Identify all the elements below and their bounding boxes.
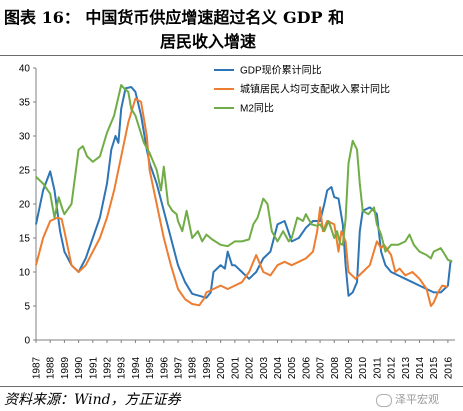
- x-tick-label: 1992: [103, 356, 114, 379]
- title-line-1: 图表 16： 中国货币供应增速超过名义 GDP 和: [4, 8, 345, 27]
- x-tick-label: 1987: [32, 356, 43, 379]
- x-tick-label: 2007: [316, 356, 327, 379]
- x-tick-label: 2000: [216, 356, 227, 379]
- x-tick-label: 2013: [401, 356, 412, 379]
- x-tick-label: 1994: [131, 356, 142, 379]
- x-tick-label: 2016: [443, 356, 454, 379]
- y-tick-label: 10: [19, 268, 31, 279]
- x-tick-label: 1999: [202, 356, 213, 379]
- watermark-label: 泽平宏观: [395, 393, 439, 406]
- x-tick-label: 1995: [145, 356, 156, 379]
- chart-title: 图表 16： 中国货币供应增速超过名义 GDP 和 居民收入增速: [0, 0, 463, 52]
- y-tick-label: 20: [19, 200, 31, 211]
- x-tick-label: 2011: [372, 357, 383, 379]
- x-tick-label: 2001: [230, 356, 241, 379]
- x-tick-label: 1997: [174, 356, 185, 379]
- series-line-3: [35, 84, 453, 263]
- x-tick-label: 2002: [245, 356, 256, 379]
- x-tick-label: 1989: [60, 356, 71, 379]
- x-tick-label: 1996: [159, 356, 170, 379]
- x-tick-label: 2004: [273, 356, 284, 379]
- y-tick-label: 40: [19, 64, 31, 75]
- legend-label-2: 城镇居民人均可支配收入累计同比: [240, 83, 390, 96]
- x-tick-label: 1993: [117, 356, 128, 379]
- x-tick-label: 1991: [88, 356, 99, 379]
- wechat-icon: [376, 393, 392, 407]
- axes: 0 5 10 15 20 25 30 35 40 1987 1988 1989 1990 1991 1992…: [19, 64, 455, 379]
- x-tick-label: 2005: [287, 356, 298, 379]
- top-divider: [0, 55, 463, 56]
- x-tick-label: 2012: [387, 356, 398, 379]
- title-line-2: 居民收入增速: [160, 32, 257, 51]
- x-tick-label: 1990: [74, 356, 85, 379]
- y-tick-label: 15: [19, 234, 31, 245]
- y-tick-label: 30: [19, 132, 31, 143]
- line-chart: 0 5 10 15 20 25 30 35 40 1987 1988 1989 1990 1991 1992…: [19, 64, 455, 379]
- x-tick-label: 2015: [429, 356, 440, 379]
- x-tick-label: 2006: [301, 356, 312, 379]
- bottom-divider: [0, 386, 463, 387]
- x-tick-label: 2009: [344, 356, 355, 379]
- legend-label-3: M2同比: [240, 103, 274, 115]
- series-lines: [35, 84, 453, 307]
- x-tick-label: 1998: [188, 356, 199, 379]
- y-tick-label: 5: [24, 302, 30, 313]
- y-tick-label: 35: [19, 98, 31, 109]
- watermark: 泽平宏观: [376, 391, 439, 407]
- source-note: 资料来源：Wind，方正证券: [4, 392, 181, 408]
- x-tick-label: 2014: [415, 356, 426, 379]
- x-tick-label: 2008: [330, 356, 341, 379]
- legend-label-1: GDP现价累计同比: [240, 64, 322, 77]
- x-tick-label: 2010: [358, 356, 369, 379]
- series-line-2: [35, 97, 449, 307]
- y-tick-label: 25: [19, 166, 31, 177]
- series-line-1: [35, 86, 452, 299]
- x-tick-label: 1988: [46, 356, 57, 379]
- y-tick-label: 0: [24, 336, 30, 347]
- x-tick-label: 2003: [259, 356, 270, 379]
